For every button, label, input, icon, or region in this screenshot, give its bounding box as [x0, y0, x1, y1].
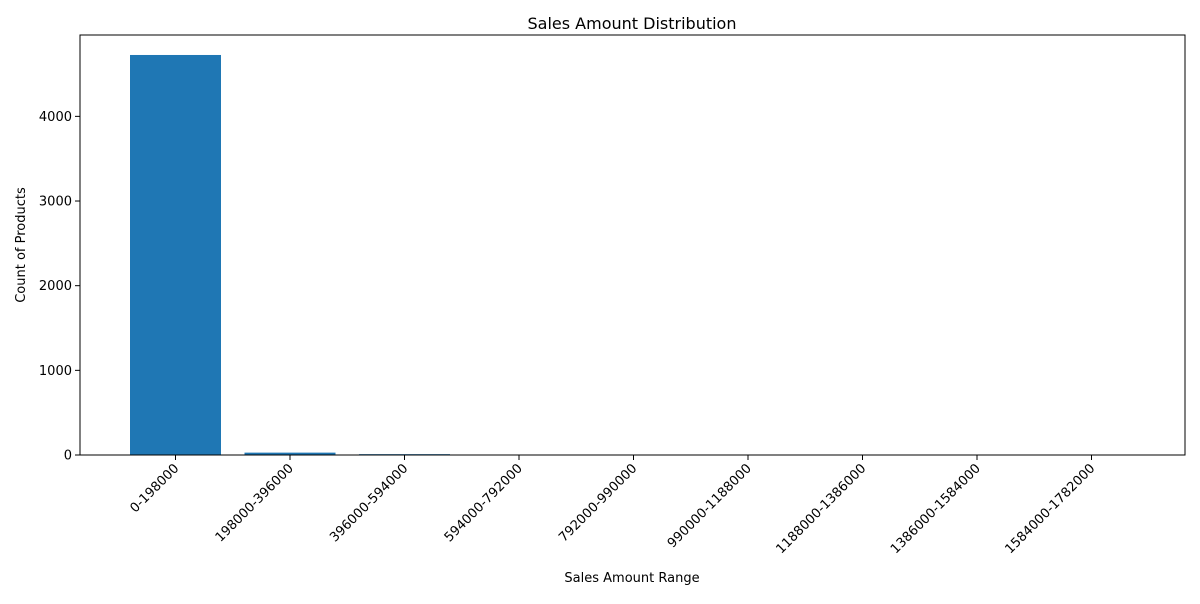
x-tick-label: 594000-792000 [442, 461, 526, 545]
y-axis-ticks: 0 1000 2000 3000 4000 [39, 110, 80, 464]
y-tick-label: 1000 [39, 364, 72, 379]
bars-layer [130, 55, 1137, 455]
plot-frame [80, 35, 1185, 455]
x-axis-label: Sales Amount Range [564, 571, 699, 586]
y-tick-label: 3000 [39, 195, 72, 210]
chart-title: Sales Amount Distribution [528, 14, 737, 33]
x-tick-label: 0-198000 [127, 461, 182, 516]
x-tick-label: 198000-396000 [213, 461, 297, 545]
y-tick-label: 2000 [39, 279, 72, 294]
x-axis-ticks: 0-198000 198000-396000 396000-594000 594000… [127, 455, 1098, 557]
x-tick-label: 1386000-1584000 [888, 461, 984, 557]
x-tick-label: 396000-594000 [327, 461, 411, 545]
x-tick-label: 1584000-1782000 [1003, 461, 1099, 557]
y-tick-label: 0 [64, 449, 72, 464]
y-axis-label: Count of Products [14, 187, 29, 303]
x-tick-label: 792000-990000 [556, 461, 640, 545]
x-tick-label: 1188000-1386000 [774, 461, 870, 557]
bar-0-198000 [130, 55, 221, 455]
y-tick-label: 4000 [39, 110, 72, 125]
x-tick-label: 990000-1188000 [665, 461, 755, 551]
